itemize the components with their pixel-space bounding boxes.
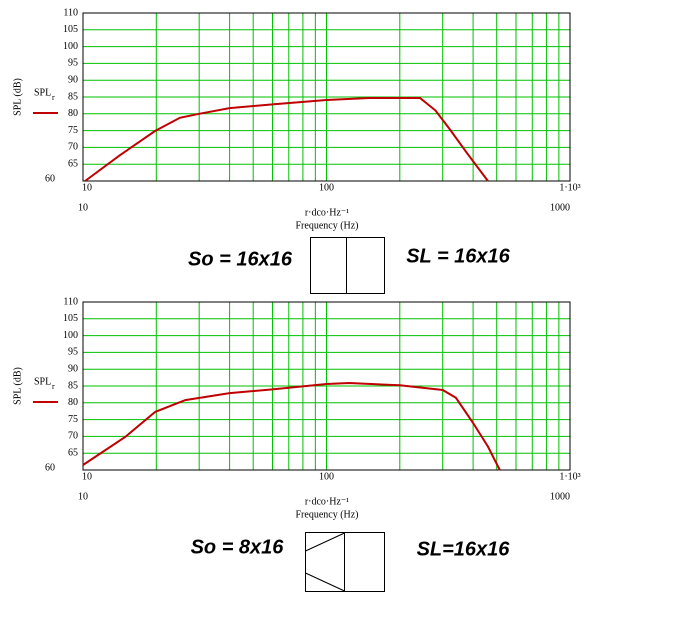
y-tick-label: 70: [68, 142, 78, 153]
y-tick-label: 60: [45, 173, 55, 184]
y-tick-label: 90: [68, 74, 78, 85]
y-tick-label: 90: [68, 363, 78, 374]
y-tick-label: 80: [68, 397, 78, 408]
y-tick-label: 65: [68, 447, 78, 458]
legend-label: SPL: [34, 376, 51, 387]
legend-subscript: r: [52, 93, 55, 102]
chart: 60 65 70 75 80 85 90 95 100 105 110 10 100 1·10³ 10 100…: [12, 296, 580, 560]
y-tick-label: 95: [68, 347, 78, 358]
y-tick-label: 70: [68, 431, 78, 442]
y-tick-label: 95: [68, 58, 78, 69]
diagram-1: [310, 237, 385, 294]
box: [310, 237, 385, 294]
y-axis-label: SPL (dB): [12, 78, 23, 116]
annotation: So = 16x16: [188, 248, 293, 270]
x-axis-label: Frequency (Hz): [295, 509, 358, 520]
series-line: [82, 381, 501, 471]
y-tick-label: 75: [68, 125, 78, 136]
x-axis-label: Frequency (Hz): [295, 220, 358, 231]
y-tick-label: 85: [68, 91, 78, 102]
x-range-label: 10: [78, 491, 88, 502]
y-tick-label: 80: [68, 108, 78, 119]
y-tick-label: 75: [68, 414, 78, 425]
legend-label: SPL: [34, 87, 51, 98]
y-tick-label: 105: [63, 24, 78, 35]
plot-frame: [82, 301, 571, 471]
y-tick-label: 65: [68, 158, 78, 169]
x-tick-label: 1·10³: [559, 182, 580, 193]
horn-bottom: [305, 572, 345, 592]
x-range-label: 1000: [550, 491, 570, 502]
x-tick-label: 10: [82, 471, 92, 482]
annotation: So = 8x16: [191, 536, 285, 558]
x-axis-label: r·dco·Hz⁻¹: [305, 207, 349, 218]
chart: 60 65 70 75 80 85 90 95 100 105 110 10 100 1·10³ 10 100…: [12, 7, 580, 270]
legend-subscript: r: [52, 382, 55, 391]
x-range-label: 1000: [550, 202, 570, 213]
y-axis-label: SPL (dB): [12, 367, 23, 405]
annotation: SL = 16x16: [406, 245, 510, 267]
x-tick-label: 100: [319, 471, 334, 482]
x-tick-label: 10: [82, 182, 92, 193]
horn-top: [305, 532, 345, 552]
diagram-2: [305, 532, 385, 592]
plot-frame: [82, 12, 571, 182]
y-tick-label: 85: [68, 380, 78, 391]
y-tick-label: 60: [45, 462, 55, 473]
x-tick-label: 1·10³: [559, 471, 580, 482]
y-tick-label: 100: [63, 41, 78, 52]
y-tick-label: 100: [63, 330, 78, 341]
x-axis-label: r·dco·Hz⁻¹: [305, 496, 349, 507]
x-range-label: 10: [78, 202, 88, 213]
y-tick-label: 110: [63, 7, 78, 18]
y-tick-label: 110: [63, 296, 78, 307]
y-tick-label: 105: [63, 313, 78, 324]
x-tick-label: 100: [319, 182, 334, 193]
series-line: [84, 97, 489, 182]
annotation: SL=16x16: [417, 538, 511, 560]
